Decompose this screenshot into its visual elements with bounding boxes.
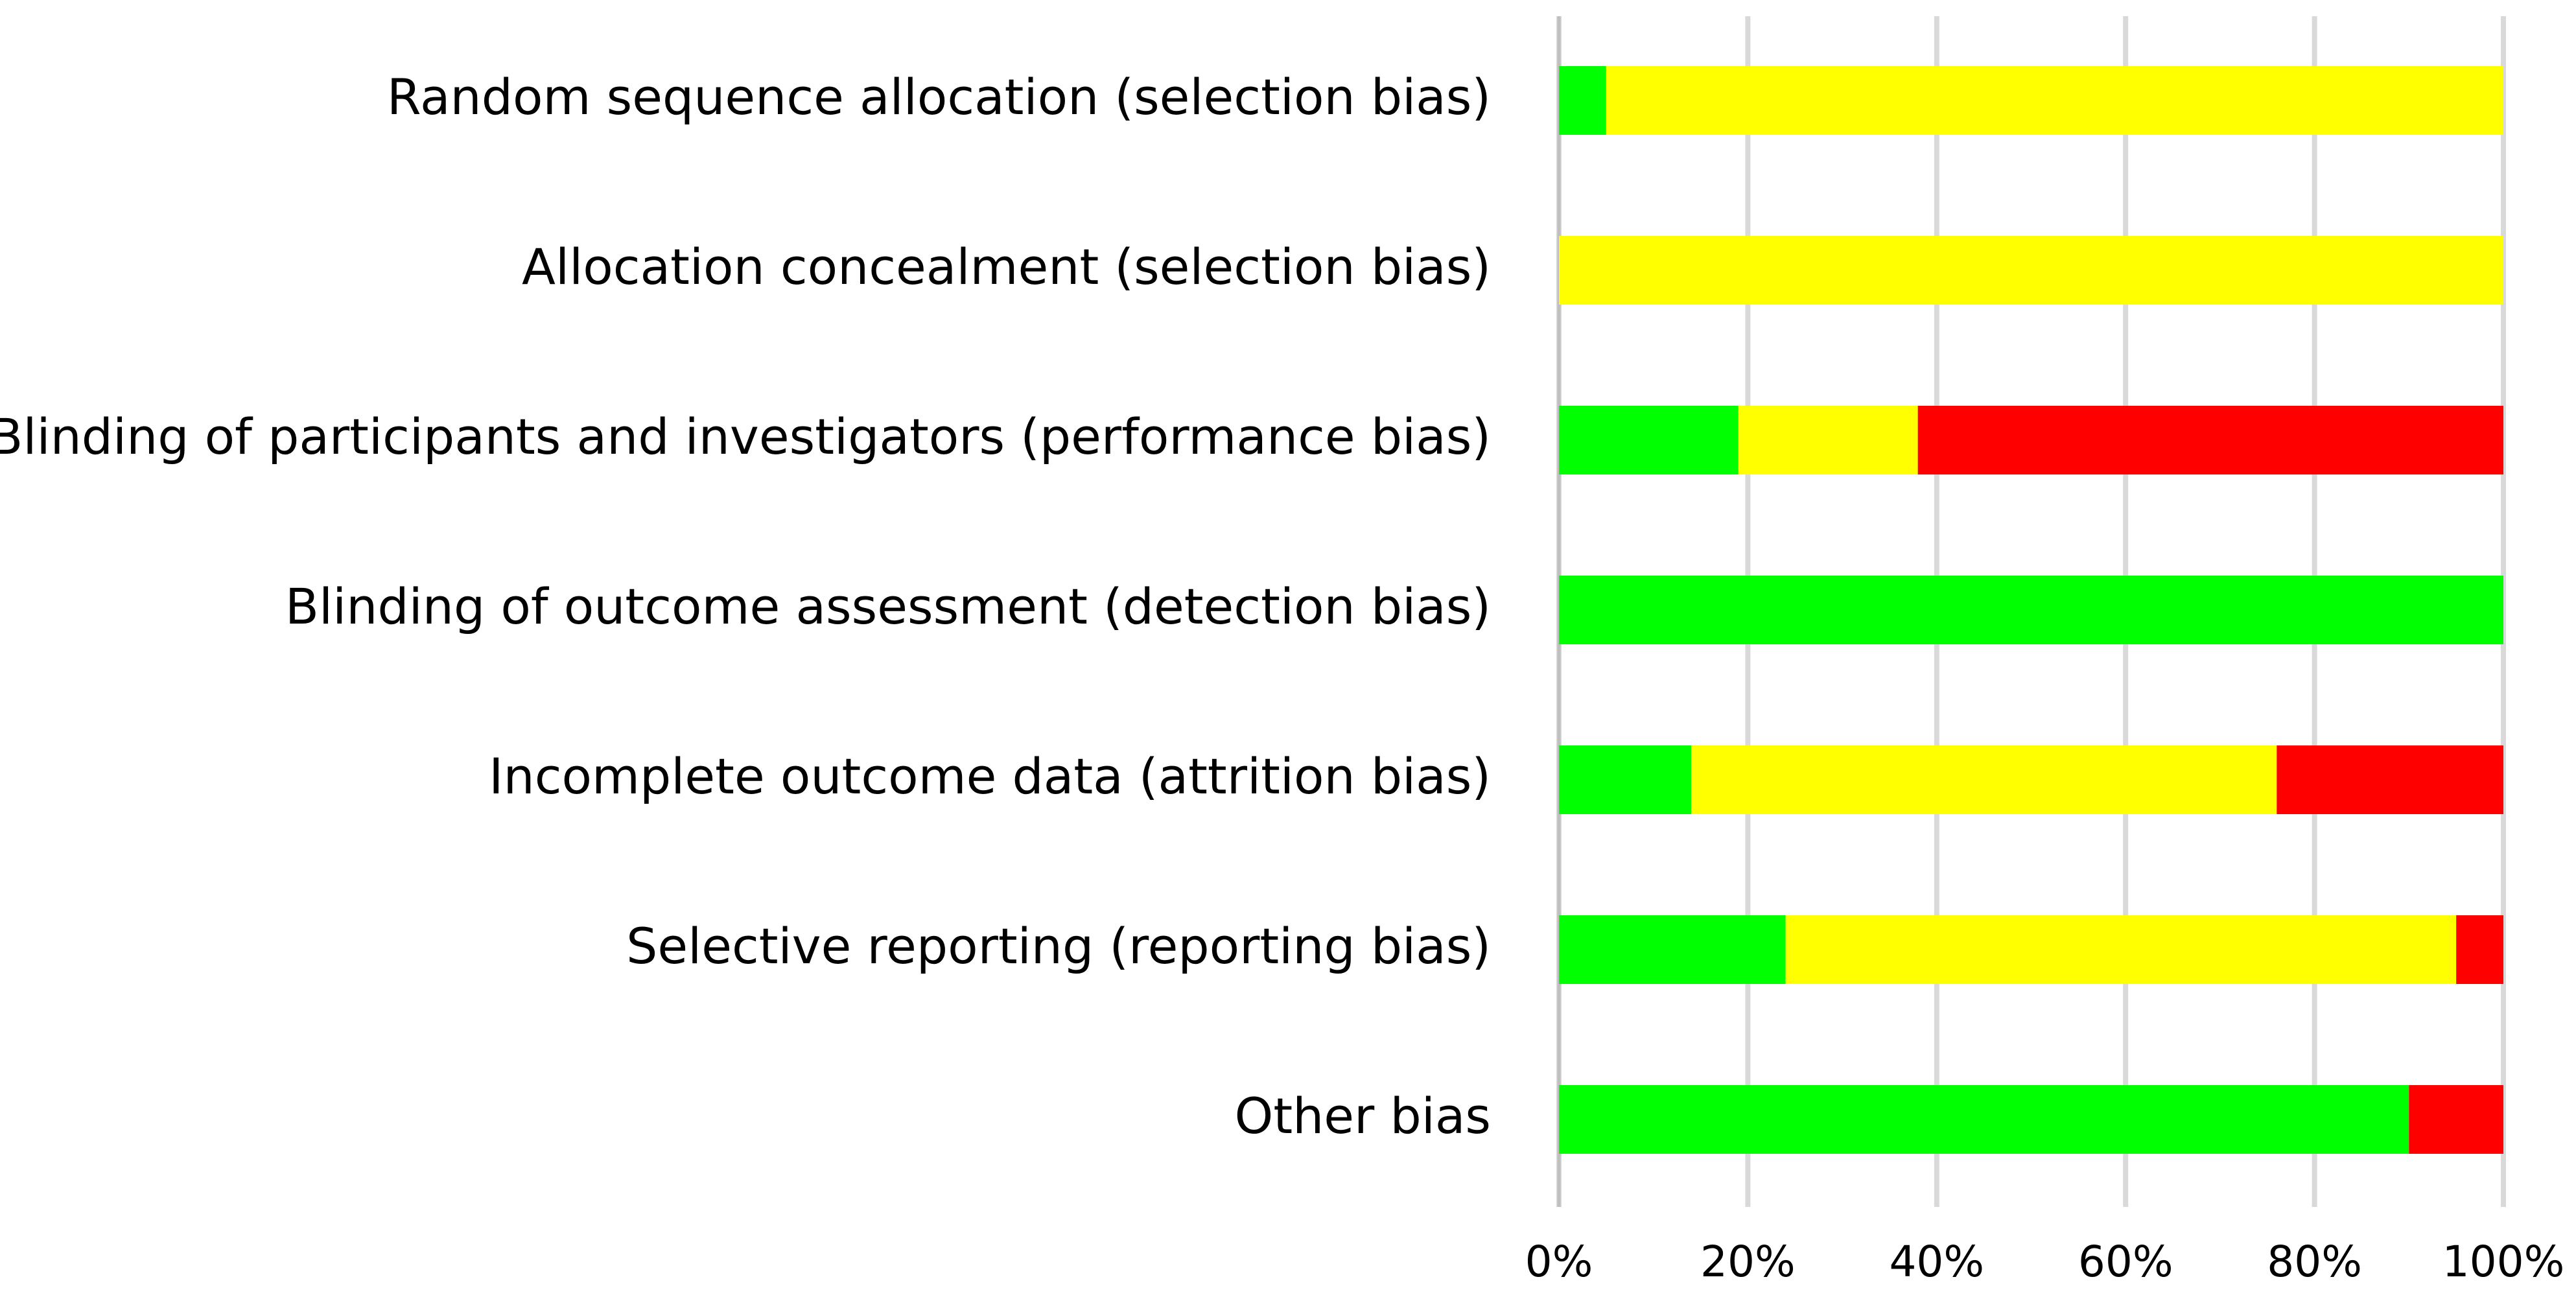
y-tick-label: Random sequence allocation (selection bi… bbox=[387, 68, 1491, 126]
bar-segment bbox=[1559, 1085, 2409, 1154]
x-tick-label: 40% bbox=[1889, 1237, 1984, 1287]
x-tick-label: 100% bbox=[2442, 1237, 2565, 1287]
x-tick-label: 60% bbox=[2078, 1237, 2173, 1287]
bar-segment bbox=[1691, 745, 2277, 814]
x-tick-label: 80% bbox=[2267, 1237, 2362, 1287]
y-tick-label: Allocation concealment (selection bias) bbox=[522, 238, 1491, 296]
bar-segment bbox=[1559, 406, 1739, 474]
bar-segment bbox=[1606, 66, 2503, 135]
x-tick-label: 20% bbox=[1700, 1237, 1796, 1287]
y-tick-label: Selective reporting (reporting bias) bbox=[626, 917, 1491, 975]
bar-segment bbox=[2456, 915, 2503, 984]
bar-segment bbox=[1559, 745, 1691, 814]
bar-segment bbox=[2409, 1085, 2503, 1154]
bar-segment bbox=[1738, 406, 1918, 474]
y-tick-label: Blinding of outcome assessment (detectio… bbox=[285, 578, 1491, 635]
y-tick-label: Other bias bbox=[1235, 1087, 1491, 1145]
bar-segment bbox=[1559, 66, 1606, 135]
x-tick-label: 0% bbox=[1525, 1237, 1593, 1287]
bar-segment bbox=[1917, 406, 2503, 474]
bar-segment bbox=[1559, 915, 1786, 984]
bar-segment bbox=[1559, 576, 2503, 644]
y-tick-label: Incomplete outcome data (attrition bias) bbox=[489, 747, 1491, 805]
bar-segment bbox=[1785, 915, 2457, 984]
bar-segment bbox=[1559, 236, 2503, 305]
bar-segment bbox=[2277, 745, 2503, 814]
y-tick-label: Blinding of participants and investigato… bbox=[0, 408, 1491, 465]
